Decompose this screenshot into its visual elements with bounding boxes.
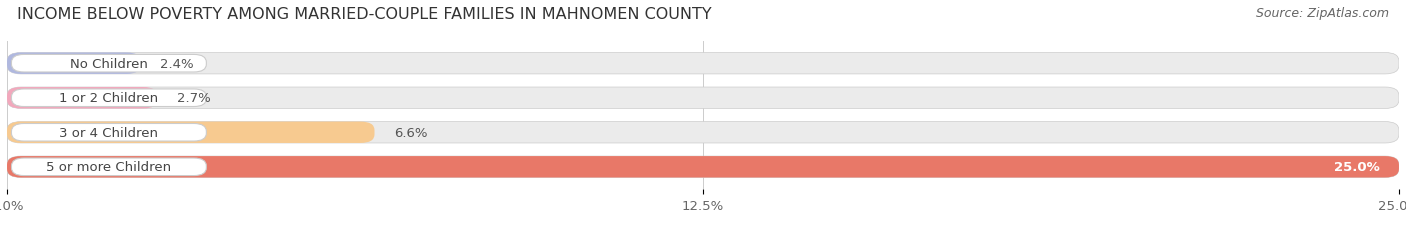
FancyBboxPatch shape [7,122,374,143]
FancyBboxPatch shape [11,55,207,73]
Text: 6.6%: 6.6% [394,126,427,139]
Text: INCOME BELOW POVERTY AMONG MARRIED-COUPLE FAMILIES IN MAHNOMEN COUNTY: INCOME BELOW POVERTY AMONG MARRIED-COUPL… [17,7,711,22]
FancyBboxPatch shape [7,53,1399,75]
Text: 25.0%: 25.0% [1334,161,1379,173]
FancyBboxPatch shape [11,90,207,107]
FancyBboxPatch shape [11,158,207,176]
Text: No Children: No Children [70,58,148,70]
FancyBboxPatch shape [7,88,157,109]
FancyBboxPatch shape [7,122,1399,143]
FancyBboxPatch shape [7,53,141,75]
Text: 2.4%: 2.4% [160,58,194,70]
Text: 2.7%: 2.7% [177,92,211,105]
FancyBboxPatch shape [7,88,1399,109]
FancyBboxPatch shape [7,156,1399,178]
Text: 1 or 2 Children: 1 or 2 Children [59,92,159,105]
Text: Source: ZipAtlas.com: Source: ZipAtlas.com [1256,7,1389,20]
Text: 5 or more Children: 5 or more Children [46,161,172,173]
FancyBboxPatch shape [7,156,1399,178]
FancyBboxPatch shape [11,124,207,141]
Text: 3 or 4 Children: 3 or 4 Children [59,126,159,139]
